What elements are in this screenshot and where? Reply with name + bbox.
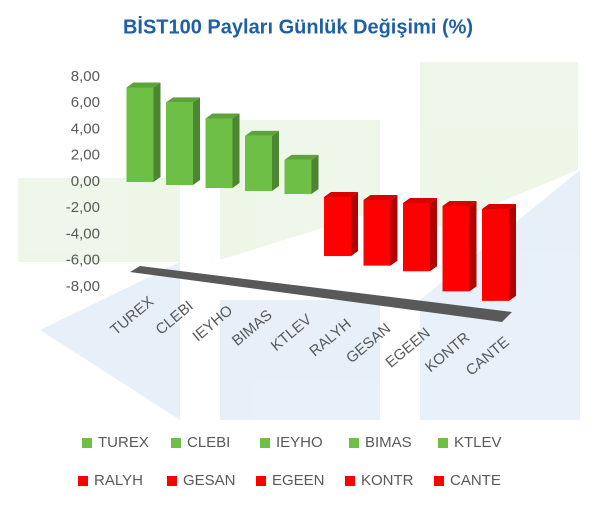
legend-swatch [434, 476, 444, 486]
bar-side [232, 113, 240, 188]
bar-side [153, 82, 161, 182]
bar [245, 130, 279, 191]
bar-top [205, 113, 240, 119]
bar [166, 97, 200, 185]
floor [130, 266, 512, 322]
bar [205, 113, 240, 188]
bar [126, 82, 161, 182]
bar-side [193, 97, 200, 185]
bar-top [363, 195, 398, 200]
legend-label: BIMAS [365, 434, 412, 451]
legend-swatch [256, 476, 266, 486]
bar-top [284, 154, 319, 160]
y-tick-label: 8,00 [71, 68, 100, 85]
legend-label: IEYHO [276, 434, 323, 451]
bar-front [205, 118, 233, 188]
y-tick-label: 6,00 [71, 94, 100, 111]
bar-front [363, 200, 391, 266]
bar-side [272, 130, 279, 191]
bar-front [245, 135, 272, 191]
legend-label: RALYH [94, 472, 143, 489]
bar-front [442, 206, 470, 292]
y-tick-label: 4,00 [71, 120, 100, 137]
bar-front [284, 159, 312, 194]
bar [284, 154, 319, 194]
bar-front [126, 87, 154, 182]
bar-front [403, 203, 430, 272]
legend-swatch [167, 476, 177, 486]
bar-top [442, 201, 477, 206]
legend-label: CLEBI [187, 434, 230, 451]
bar-front [482, 209, 509, 301]
bar-top [126, 82, 161, 88]
bar-side [509, 204, 516, 301]
legend-swatch [438, 438, 448, 448]
bar [363, 195, 398, 266]
chart-title: BİST100 Payları Günlük Değişimi (%) [123, 15, 473, 38]
bar-top [324, 192, 358, 197]
legend-swatch [171, 438, 181, 448]
legend-swatch [345, 476, 355, 486]
legend-label: KTLEV [454, 434, 502, 451]
bar-top [482, 204, 516, 209]
legend-label: KONTR [361, 472, 414, 489]
bar-side [430, 198, 437, 272]
legend-label: EGEEN [272, 472, 325, 489]
y-tick-label: -2,00 [66, 199, 100, 216]
bar-side [390, 195, 398, 266]
bar-side [351, 192, 358, 257]
bar-front [324, 197, 351, 257]
y-tick-label: 2,00 [71, 147, 100, 164]
y-tick-label: 0,00 [71, 173, 100, 190]
legend-swatch [260, 438, 270, 448]
legend-label: TUREX [98, 434, 149, 451]
bar-front [166, 102, 193, 185]
bar-side [469, 201, 477, 292]
bar-top [245, 130, 279, 136]
legend-label: GESAN [183, 472, 236, 489]
legend-swatch [78, 476, 88, 486]
bar-side [311, 154, 319, 194]
y-tick-label: -4,00 [66, 225, 100, 242]
bar-top [166, 97, 200, 103]
bar [442, 201, 477, 292]
y-tick-label: -8,00 [66, 278, 100, 295]
legend-swatch [82, 438, 92, 448]
y-tick-label: -6,00 [66, 252, 100, 269]
bar-top [403, 198, 437, 203]
legend-label: CANTE [450, 472, 501, 489]
bar [324, 192, 358, 257]
bar [482, 204, 516, 301]
bar [403, 198, 437, 272]
legend-swatch [349, 438, 359, 448]
